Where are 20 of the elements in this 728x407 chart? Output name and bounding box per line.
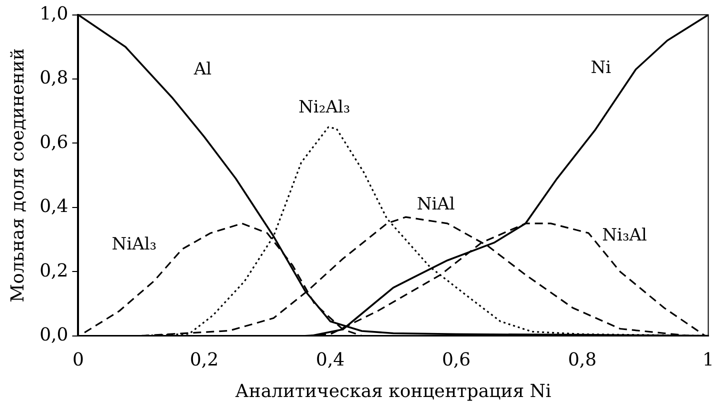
series-label: Ni [590, 58, 612, 78]
y-tick-label: 1,0 [40, 3, 68, 24]
y-tick-label: 0,0 [40, 324, 68, 346]
y-tick-label: 0,2 [40, 260, 68, 282]
x-tick-label: 0,6 [442, 349, 471, 370]
y-axis-title: Мольная доля соединений [7, 48, 28, 302]
y-tick-label: 0,8 [40, 68, 68, 89]
y-tick-label: 0,4 [40, 196, 68, 218]
x-tick-label: 1 [702, 349, 714, 370]
x-axis-title: Аналитическая концентрация Ni [235, 380, 552, 402]
x-tick-label: 0,2 [190, 349, 219, 370]
series-label: Ni₃Al [602, 226, 647, 246]
series-label: Ni₂Al₃ [298, 98, 350, 118]
x-tick-label: 0,4 [316, 349, 345, 370]
series-label: Al [192, 60, 212, 80]
x-tick-label: 0 [72, 349, 84, 370]
x-tick-label: 0,8 [568, 349, 597, 370]
series-label: NiAl₃ [112, 234, 157, 255]
y-tick-label: 0,6 [40, 132, 68, 153]
series-label: NiAl [416, 194, 455, 214]
